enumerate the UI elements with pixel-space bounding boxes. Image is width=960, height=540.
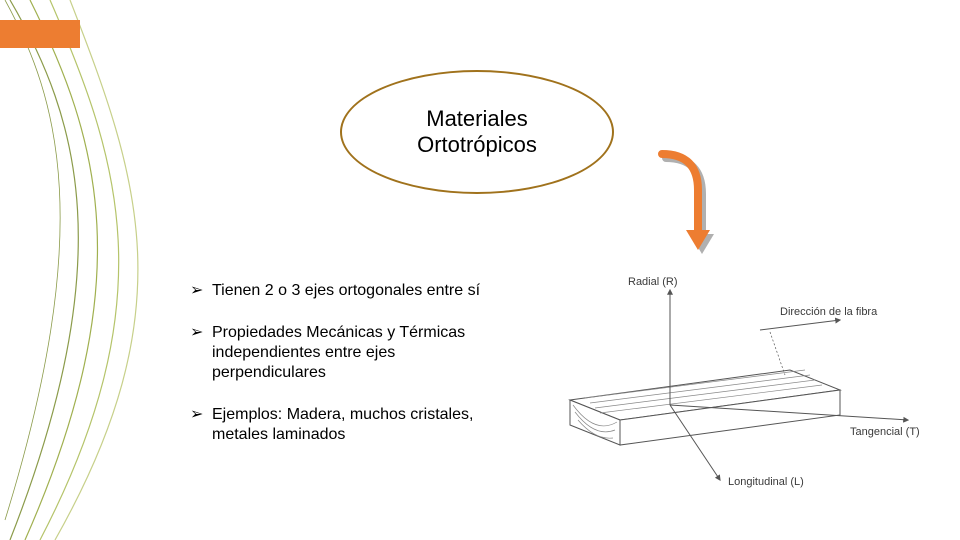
bent-arrow-icon [650,140,730,270]
bullet-text: Propiedades Mecánicas y Térmicas indepen… [212,324,465,381]
title-line2: Ortotrópicos [417,132,537,157]
wood-axes-diagram: Radial (R) Tangencial (T) Longitudinal (… [510,270,940,500]
label-radial: Radial (R) [628,276,678,288]
bullet-text: Ejemplos: Madera, muchos cristales, meta… [212,406,473,443]
fiber-direction-arrow [760,320,840,330]
title-line1: Materiales [426,106,527,131]
label-longitudinal: Longitudinal (L) [728,476,804,488]
label-fiber-direction: Dirección de la fibra [780,306,878,318]
list-item: Ejemplos: Madera, muchos cristales, meta… [190,405,490,445]
accent-bar [0,20,80,48]
list-item: Tienen 2 o 3 ejes ortogonales entre sí [190,281,490,301]
title-bubble: Materiales Ortotrópicos [340,70,614,194]
bullet-list: Tienen 2 o 3 ejes ortogonales entre sí P… [150,281,490,467]
bullet-text: Tienen 2 o 3 ejes ortogonales entre sí [212,282,480,299]
list-item: Propiedades Mecánicas y Térmicas indepen… [190,323,490,383]
slide: Materiales Ortotrópicos Tienen 2 o 3 eje… [0,0,960,540]
label-tangential: Tangencial (T) [850,426,920,438]
